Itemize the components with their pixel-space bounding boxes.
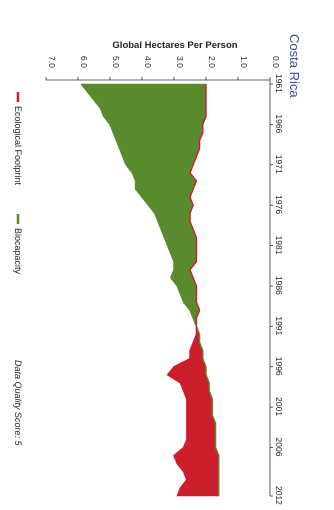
x-tick-label: 2006: [274, 438, 284, 457]
ecological-deficit-area: [173, 358, 207, 368]
biocapacity-surplus-area: [135, 180, 197, 190]
biocapacity-surplus-area: [115, 140, 200, 149]
legend-label-ecological-footprint: Ecological Footprint: [13, 106, 23, 186]
x-tick-label: 1961: [274, 74, 284, 93]
biocapacity-surplus-area: [147, 204, 194, 214]
y-tick-label: 2.0: [207, 56, 217, 68]
biocapacity-surplus-area: [112, 132, 204, 141]
y-tick-label: 1.0: [239, 56, 249, 68]
biocapacity-surplus-area: [160, 229, 197, 238]
biocapacity-line: [80, 83, 220, 496]
x-tick-label: 1981: [274, 236, 284, 255]
ecological-deficit-area: [186, 398, 213, 408]
ecological-deficit-area: [186, 414, 217, 424]
x-tick-label: 1996: [274, 357, 284, 376]
ecological-deficit-area: [186, 431, 216, 440]
biocapacity-surplus-area: [119, 148, 201, 158]
ecological-deficit-area: [176, 487, 220, 497]
y-tick-label: 3.0: [175, 56, 185, 68]
biocapacity-surplus-area: [86, 91, 207, 101]
biocapacity-surplus-area: [122, 156, 197, 166]
ecological-deficit-area: [183, 471, 220, 481]
x-tick-label: 1986: [274, 276, 284, 295]
x-tick-label: 2001: [274, 397, 284, 416]
ecological-deficit-area: [186, 406, 213, 416]
y-tick-label: 4.0: [143, 56, 153, 68]
ecological-footprint-line: [166, 84, 207, 497]
x-axis-ticks: 1961 1966 1971 1976 1981 1986 1991 1996 2001 2006…: [270, 74, 284, 505]
biocapacity-surplus-area: [157, 221, 194, 230]
biocapacity-surplus-area: [163, 237, 197, 246]
ecological-deficit-area: [173, 455, 220, 464]
biocapacity-surplus-area: [141, 196, 194, 206]
legend: Ecological Footprint Biocapacity: [13, 92, 23, 275]
ecological-deficit-area: [189, 350, 204, 359]
x-tick-label: 1971: [274, 155, 284, 174]
biocapacity-surplus-area: [167, 245, 197, 254]
y-tick-label: 5.0: [111, 56, 121, 68]
biocapacity-surplus-area: [125, 164, 194, 174]
legend-label-biocapacity: Biocapacity: [13, 228, 23, 275]
y-tick-label: 6.0: [79, 56, 89, 68]
plot-area: [46, 79, 271, 497]
biocapacity-surplus-area: [102, 116, 207, 125]
y-tick-label: 0.0: [271, 56, 281, 68]
country-title: Costa Rica: [287, 34, 302, 98]
biocapacity-surplus-area: [99, 107, 207, 117]
ecological-deficit-area: [186, 422, 216, 432]
ecological-deficit-area: [183, 439, 216, 448]
biocapacity-surplus-area: [134, 188, 194, 198]
data-quality-score: Data Quality Score: 5: [13, 360, 23, 447]
biocapacity-surplus-area: [170, 253, 197, 263]
biocapacity-surplus-area: [80, 83, 207, 93]
biocapacity-surplus-area: [131, 172, 198, 182]
x-tick-label: 1966: [274, 114, 284, 133]
ecological-deficit-area: [183, 390, 213, 400]
ecological-deficit-area: [179, 382, 210, 392]
y-tick-label: 7.0: [47, 56, 57, 68]
x-tick-label: 2012: [274, 486, 284, 505]
x-tick-label: 1976: [274, 195, 284, 214]
y-axis-title: Global Hectares Per Person: [112, 40, 237, 51]
ecological-deficit-area: [173, 447, 220, 456]
x-tick-label: 1991: [274, 316, 284, 335]
biocapacity-surplus-area: [154, 212, 191, 222]
y-axis-ticks: 0.0 1.0 2.0 3.0 4.0 5.0 6.0 7.0: [45, 56, 281, 80]
biocapacity-surplus-area: [93, 99, 207, 109]
biocapacity-surplus-area: [109, 124, 204, 133]
